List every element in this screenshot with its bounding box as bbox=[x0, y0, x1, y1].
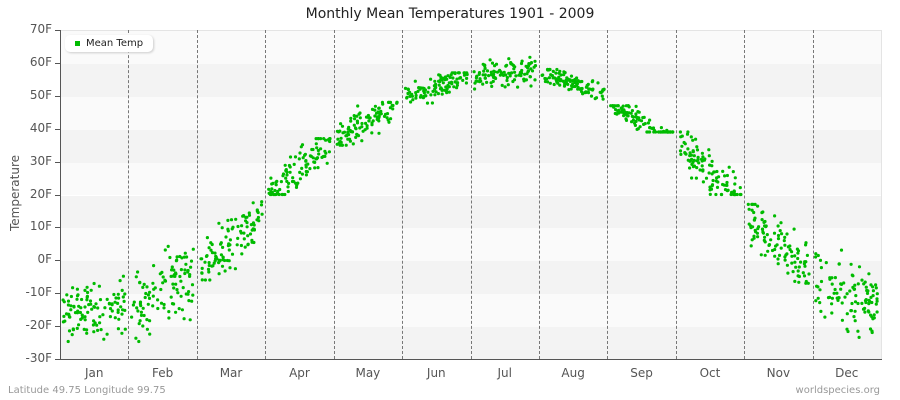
y-tick bbox=[55, 161, 60, 163]
x-tick-label: Feb bbox=[152, 366, 174, 380]
x-tick-label: Sep bbox=[630, 366, 653, 380]
x-tick-label: Jun bbox=[426, 366, 446, 380]
x-tick-label: Dec bbox=[835, 366, 859, 380]
month-divider bbox=[402, 30, 404, 359]
y-tick-label: 60F bbox=[29, 54, 52, 69]
y-tick bbox=[55, 30, 60, 31]
x-tick-label: Nov bbox=[766, 366, 791, 380]
y-tick bbox=[55, 95, 60, 97]
y-tick bbox=[55, 293, 60, 295]
y-tick-label: 70F bbox=[29, 22, 52, 36]
y-tick-label: 50F bbox=[29, 87, 52, 102]
y-tick-label: -10F bbox=[25, 285, 52, 300]
month-divider bbox=[196, 30, 198, 359]
x-tick-label: Mar bbox=[219, 366, 243, 380]
legend-label: Mean Temp bbox=[86, 38, 144, 49]
y-tick-label: -20F bbox=[25, 318, 52, 333]
y-axis bbox=[60, 30, 61, 359]
coordinates-label: Latitude 49.75 Longitude 99.75 bbox=[8, 385, 166, 396]
x-tick-label: Jan bbox=[84, 366, 104, 380]
y-tick bbox=[55, 260, 60, 262]
source-label: worldspecies.org bbox=[795, 385, 880, 396]
month-divider bbox=[744, 30, 746, 359]
chart-title: Monthly Mean Temperatures 1901 - 2009 bbox=[305, 6, 595, 22]
month-divider bbox=[607, 30, 609, 359]
y-tick-label: 30F bbox=[29, 153, 52, 168]
x-tick-label: Apr bbox=[289, 366, 310, 380]
month-divider bbox=[812, 30, 814, 359]
legend: Mean Temp bbox=[65, 35, 154, 52]
y-tick bbox=[55, 326, 60, 328]
month-divider bbox=[470, 30, 472, 359]
x-tick-label: Oct bbox=[699, 366, 721, 380]
month-divider bbox=[265, 30, 267, 359]
y-tick bbox=[55, 194, 60, 196]
legend-swatch bbox=[75, 41, 80, 46]
month-divider bbox=[333, 30, 335, 359]
month-divider bbox=[538, 30, 540, 359]
x-tick-label: May bbox=[355, 366, 381, 380]
y-tick-label: -30F bbox=[25, 351, 52, 365]
y-tick-label: 40F bbox=[29, 120, 52, 135]
y-tick-label: 20F bbox=[29, 186, 52, 201]
x-tick-label: Jul bbox=[497, 366, 512, 380]
x-axis bbox=[60, 359, 882, 360]
y-tick bbox=[55, 62, 60, 64]
y-tick bbox=[55, 359, 60, 360]
y-tick bbox=[55, 227, 60, 229]
y-tick-label: 10F bbox=[29, 219, 52, 234]
month-divider bbox=[128, 30, 130, 359]
month-divider bbox=[675, 30, 677, 359]
x-tick-label: Aug bbox=[561, 366, 585, 380]
y-tick bbox=[55, 128, 60, 130]
y-tick-label: 0F bbox=[37, 252, 52, 267]
y-axis-title: Temperature bbox=[8, 155, 22, 232]
